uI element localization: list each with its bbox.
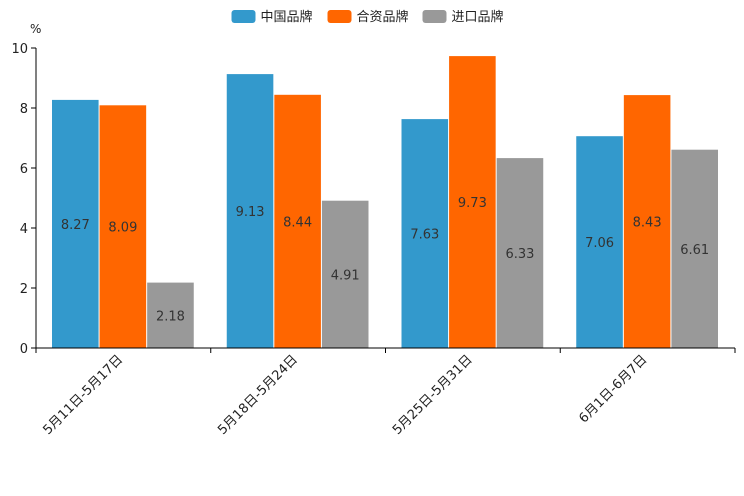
x-axis: 5月11日-5月17日 5月18日-5月24日 5月25日-5月31日 6月1日-6月… — [35, 347, 736, 438]
bar — [147, 282, 194, 348]
data-label: 8.27 — [61, 218, 90, 233]
y-tick-label: 10 — [11, 42, 28, 57]
bar — [274, 94, 321, 348]
bar — [52, 99, 99, 349]
legend-label: 进口品牌 — [452, 9, 504, 25]
data-label: 4.91 — [331, 268, 360, 283]
bar — [401, 119, 449, 348]
x-tick-label: 5月18日-5月24日 — [215, 352, 301, 438]
data-label: 6.61 — [680, 243, 709, 258]
bar — [671, 149, 718, 348]
x-tick-label: 5月11日-5月17日 — [40, 352, 126, 438]
legend-swatch — [231, 10, 256, 23]
data-label: 9.13 — [236, 205, 265, 220]
legend: 中国品牌 合资品牌 进口品牌 — [231, 9, 504, 25]
bar — [226, 74, 274, 348]
bar — [576, 136, 623, 348]
bar — [496, 158, 544, 348]
data-label: 2.18 — [156, 309, 185, 324]
legend-swatch — [327, 10, 352, 23]
data-label: 6.33 — [505, 247, 534, 262]
bar — [623, 95, 671, 348]
x-tick-label: 5月25日-5月31日 — [390, 352, 476, 438]
legend-swatch — [422, 10, 447, 23]
y-axis-unit: % — [30, 22, 41, 36]
bar — [99, 105, 147, 348]
data-label: 8.44 — [283, 215, 312, 230]
y-tick-label: 6 — [20, 162, 28, 177]
y-tick-label: 2 — [20, 282, 28, 297]
bar — [449, 56, 496, 348]
y-axis: 0 2 4 6 8 10 — [11, 42, 37, 357]
legend-label: 中国品牌 — [261, 9, 313, 25]
bars: 8.27 9.13 7.63 7.06 8.09 8.44 9.73 8.43 2.18 4.91… — [52, 56, 718, 349]
bar — [321, 200, 369, 348]
y-tick-label: 4 — [20, 222, 28, 237]
y-tick-label: 8 — [20, 102, 28, 117]
legend-label: 合资品牌 — [357, 9, 409, 25]
data-label: 7.06 — [585, 236, 614, 251]
x-tick-label: 6月1日-6月7日 — [576, 352, 650, 426]
data-label: 7.63 — [410, 228, 439, 243]
y-tick-label: 0 — [20, 342, 28, 357]
data-label: 9.73 — [458, 196, 487, 211]
data-label: 8.09 — [108, 221, 137, 236]
data-label: 8.43 — [633, 216, 662, 231]
